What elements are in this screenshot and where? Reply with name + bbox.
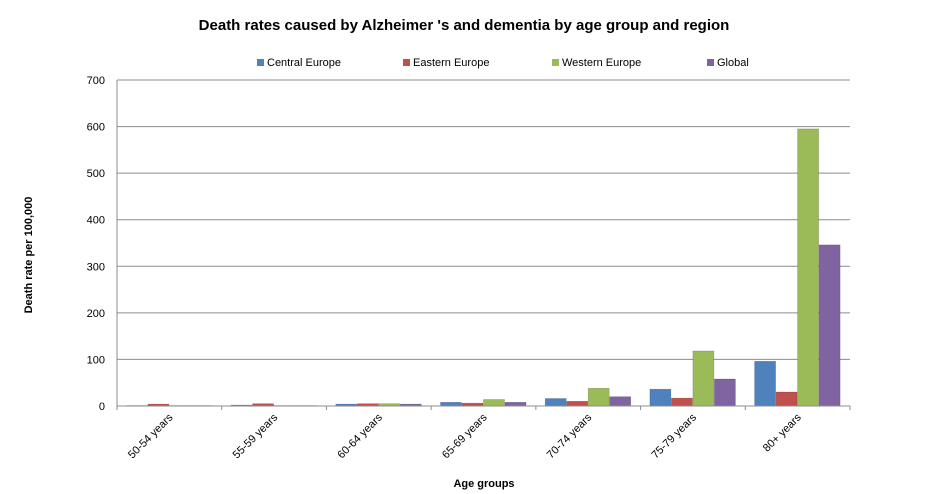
bar-eastern-europe xyxy=(775,391,798,407)
x-tick-label: 75-79 years xyxy=(649,411,699,461)
bar-central-europe xyxy=(754,360,776,407)
x-axis-title: Age groups xyxy=(453,478,514,490)
bar-eastern-europe xyxy=(566,400,589,407)
legend-swatch xyxy=(552,59,559,66)
legend-swatch xyxy=(403,59,410,66)
x-tick-label: 80+ years xyxy=(761,411,804,454)
bar-western-europe xyxy=(587,387,610,407)
y-tick-label: 700 xyxy=(87,75,105,87)
y-tick-label: 0 xyxy=(99,401,105,413)
gridlines xyxy=(117,79,850,360)
y-tick-label: 400 xyxy=(87,215,105,227)
legend-label: Global xyxy=(717,57,749,69)
x-axis-ticks: 50-54 years 55-59 years 60-64 years 65-69 y… xyxy=(126,411,804,461)
bar-central-europe xyxy=(440,401,462,407)
legend-label: Eastern Europe xyxy=(413,57,489,69)
legend: Central Europe Eastern Europe Western Euro… xyxy=(257,57,749,69)
x-tick-label: 70-74 years xyxy=(545,411,595,461)
bars xyxy=(126,128,841,407)
legend-label: Central Europe xyxy=(267,57,341,69)
bar-western-europe xyxy=(797,128,819,407)
bar-global xyxy=(504,401,527,407)
y-tick-label: 300 xyxy=(87,261,105,273)
x-tick-label: 65-69 years xyxy=(440,411,490,461)
bar-eastern-europe xyxy=(671,397,693,407)
y-tick-label: 200 xyxy=(87,308,105,320)
y-axis-ticks: 0 100 200 300 400 500 600 700 xyxy=(87,75,105,413)
y-tick-label: 100 xyxy=(87,354,105,366)
legend-swatch xyxy=(707,59,714,66)
legend-swatch xyxy=(257,59,264,66)
legend-label: Western Europe xyxy=(562,57,641,69)
x-tick-label: 50-54 years xyxy=(126,411,176,461)
bar-western-europe xyxy=(692,350,715,407)
bar-global xyxy=(714,378,736,407)
axes xyxy=(116,80,851,410)
bar-global xyxy=(818,244,841,407)
bar-western-europe xyxy=(483,399,505,407)
chart-title: Death rates caused by Alzheimer 's and d… xyxy=(199,17,730,34)
y-axis-title: Death rate per 100,000 xyxy=(23,197,35,314)
y-tick-label: 500 xyxy=(87,168,105,180)
y-tick-label: 600 xyxy=(87,122,105,134)
bar-central-europe xyxy=(544,398,567,407)
x-tick-label: 60-64 years xyxy=(335,411,385,461)
bar-central-europe xyxy=(649,388,672,407)
bar-global xyxy=(609,396,632,407)
x-tick-label: 55-59 years xyxy=(231,411,281,461)
